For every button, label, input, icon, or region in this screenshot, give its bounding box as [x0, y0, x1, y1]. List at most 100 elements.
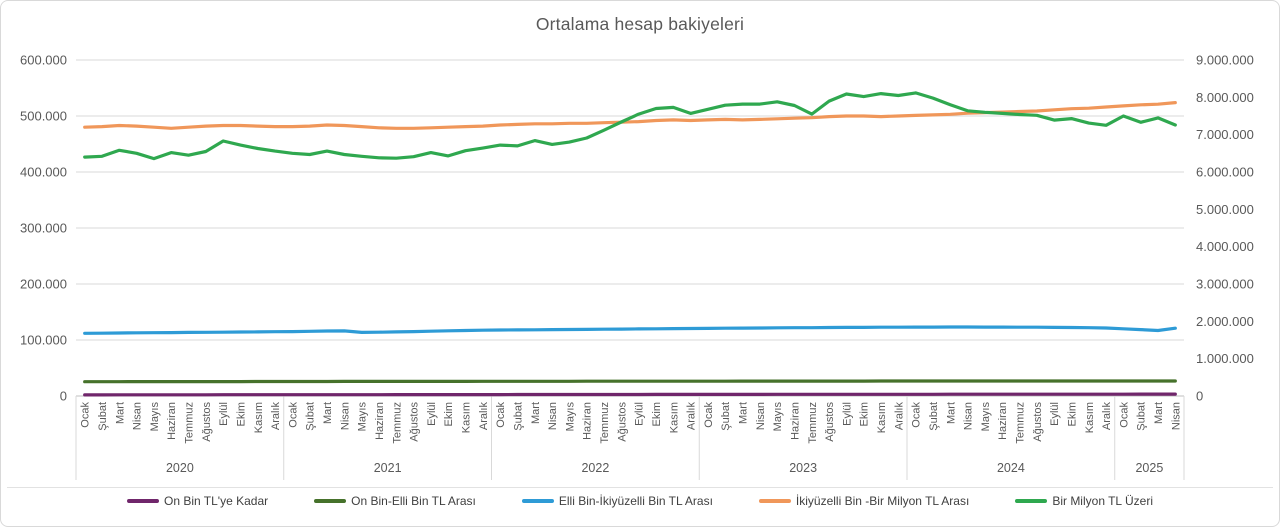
legend-label: İkiyüzelli Bin -Bir Milyon TL Arası	[795, 494, 970, 508]
month-label: Şubat	[305, 402, 317, 431]
legend-swatch-icon	[1015, 499, 1048, 503]
month-label: Ağustos	[409, 402, 421, 442]
month-label: Ocak	[911, 402, 923, 428]
month-label: Ağustos	[616, 402, 628, 442]
month-label: Ocak	[495, 402, 507, 428]
month-label: Mart	[530, 402, 542, 424]
right-axis-tick: 5.000.000	[1196, 202, 1254, 217]
month-label: Ekim	[651, 402, 663, 426]
month-label: Nisan	[1170, 402, 1182, 430]
legend-item-4: Bir Milyon TL Üzeri	[1015, 494, 1153, 508]
legend-swatch-icon	[521, 499, 554, 503]
month-label: Kasım	[461, 402, 473, 433]
month-label: Ocak	[80, 402, 92, 428]
month-label: Mart	[1153, 402, 1165, 424]
legend-label: Bir Milyon TL Üzeri	[1052, 494, 1153, 508]
month-label: Ekim	[859, 402, 871, 426]
legend-item-1: On Bin-Elli Bin TL Arası	[314, 494, 476, 508]
month-label: Ocak	[287, 402, 299, 428]
month-label: Aralık	[686, 402, 698, 431]
month-label: Ağustos	[824, 402, 836, 442]
series-line-2	[83, 325, 1177, 335]
series-line-0	[83, 392, 1177, 397]
legend-label: On Bin TL'ye Kadar	[164, 494, 269, 508]
month-label: Aralık	[893, 402, 905, 431]
month-label: Kasım	[253, 402, 265, 433]
legend-item-2: Elli Bin-İkiyüzelli Bin TL Arası	[521, 494, 713, 508]
month-label: Mayıs	[357, 402, 369, 432]
year-label: 2024	[997, 461, 1025, 475]
left-axis-tick: 600.000	[20, 53, 67, 68]
legend-label: On Bin-Elli Bin TL Arası	[351, 494, 476, 508]
month-label: Temmuz	[391, 402, 403, 444]
month-label: Temmuz	[807, 402, 819, 444]
series-line-1	[83, 379, 1177, 384]
month-label: Ekim	[1066, 402, 1078, 426]
month-label: Nisan	[547, 402, 559, 430]
month-label: Aralık	[478, 402, 490, 431]
left-axis-tick: 200.000	[20, 277, 67, 292]
right-axis-tick: 6.000.000	[1196, 165, 1254, 180]
right-axis-tick: 1.000.000	[1196, 351, 1254, 366]
year-label: 2022	[581, 461, 609, 475]
month-label: Ocak	[1118, 402, 1130, 428]
right-axis-tick: 8.000.000	[1196, 90, 1254, 105]
month-label: Haziran	[997, 402, 1009, 440]
month-label: Kasım	[876, 402, 888, 433]
month-label: Şubat	[928, 402, 940, 431]
legend-item-0: On Bin TL'ye Kadar	[127, 494, 268, 508]
month-label: Haziran	[582, 402, 594, 440]
left-axis-tick: 400.000	[20, 165, 67, 180]
right-axis-tick: 3.000.000	[1196, 277, 1254, 292]
month-label: Kasım	[1084, 402, 1096, 433]
year-label: 2020	[166, 461, 194, 475]
month-label: Aralık	[1101, 402, 1113, 431]
month-label: Eylül	[1049, 402, 1061, 426]
month-label: Ekim	[443, 402, 455, 426]
legend-swatch-icon	[758, 499, 791, 503]
month-label: Nisan	[339, 402, 351, 430]
right-axis-tick: 7.000.000	[1196, 127, 1254, 142]
month-label: Ağustos	[201, 402, 213, 442]
month-label: Şubat	[720, 402, 732, 431]
legend-divider	[7, 487, 1273, 488]
month-label: Mart	[322, 402, 334, 424]
year-label: 2023	[789, 461, 817, 475]
series-line-4	[83, 91, 1177, 161]
legend-swatch-icon	[127, 499, 159, 503]
month-label: Eylül	[218, 402, 230, 426]
month-label: Eylül	[841, 402, 853, 426]
month-label: Şubat	[97, 402, 109, 431]
month-label: Mart	[114, 402, 126, 424]
month-label: Temmuz	[1015, 402, 1027, 444]
month-label: Ocak	[703, 402, 715, 428]
month-label: Eylül	[426, 402, 438, 426]
chart-title: Ortalama hesap bakiyeleri	[535, 14, 745, 34]
left-axis-tick: 500.000	[20, 109, 67, 124]
month-label: Şubat	[1136, 402, 1148, 431]
right-axis-tick: 0	[1196, 389, 1203, 404]
legend: On Bin TL'ye Kadar On Bin-Elli Bin TL Ara…	[1, 494, 1279, 508]
month-label: Nisan	[963, 402, 975, 430]
year-label: 2025	[1135, 461, 1163, 475]
year-label: 2021	[374, 461, 402, 475]
month-label: Mayıs	[149, 402, 161, 432]
month-label: Ağustos	[1032, 402, 1044, 442]
month-label: Nisan	[132, 402, 144, 430]
month-label: Haziran	[374, 402, 386, 440]
left-axis-tick: 100.000	[20, 333, 67, 348]
legend-swatch-icon	[314, 499, 347, 503]
left-axis-tick: 300.000	[20, 221, 67, 236]
month-label: Kasım	[668, 402, 680, 433]
month-label: Eylül	[634, 402, 646, 426]
left-axis-tick: 0	[60, 389, 67, 404]
month-label: Temmuz	[599, 402, 611, 444]
month-label: Mart	[945, 402, 957, 424]
month-label: Mart	[738, 402, 750, 424]
month-label: Haziran	[166, 402, 178, 440]
month-label: Mayıs	[772, 402, 784, 432]
month-label: Nisan	[755, 402, 767, 430]
month-label: Mayıs	[564, 402, 576, 432]
month-label: Haziran	[789, 402, 801, 440]
